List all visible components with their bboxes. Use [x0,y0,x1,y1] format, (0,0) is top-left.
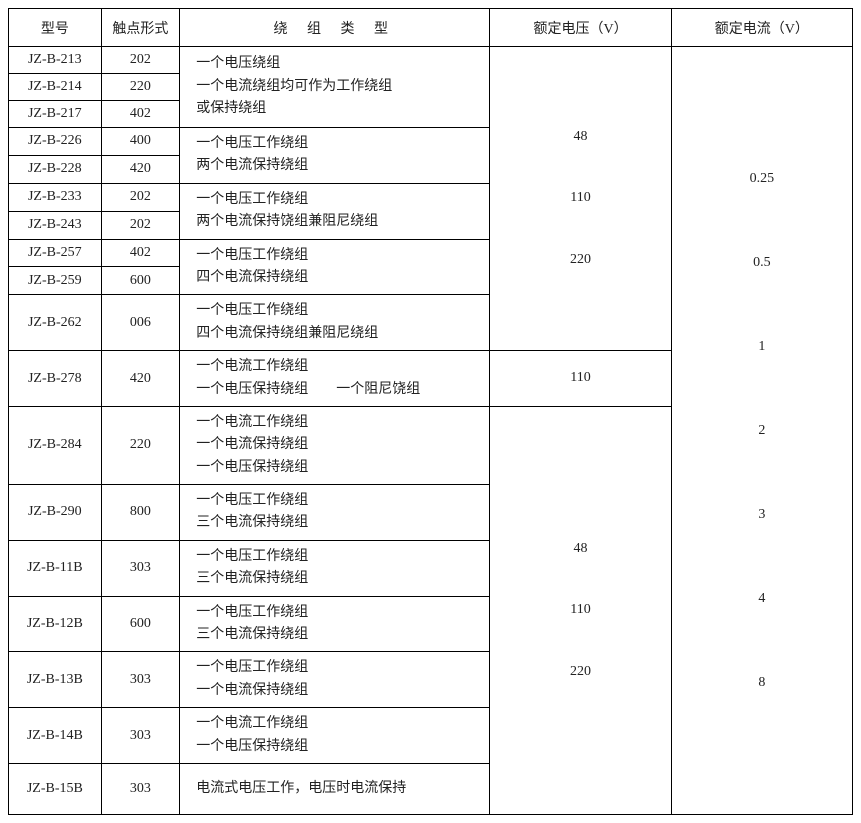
cell-winding: 一个电压工作绕组四个电流保持绕组 [180,239,490,295]
cell-model: JZ-B-233 [9,183,102,211]
spec-table: 型号 触点形式 绕 组 类 型 额定电压（V） 额定电流（V） JZ-B-213… [8,8,853,815]
cell-contact: 220 [101,406,180,484]
table-row: JZ-B-213 202 一个电压绕组一个电流绕组均可作为工作绕组或保持绕组 4… [9,47,853,74]
header-row: 型号 触点形式 绕 组 类 型 额定电压（V） 额定电流（V） [9,9,853,47]
cell-contact: 800 [101,485,180,541]
cell-winding: 一个电流工作绕组一个电流保持绕组一个电压保持绕组 [180,406,490,484]
cell-model: JZ-B-257 [9,239,102,267]
cell-model: JZ-B-243 [9,211,102,239]
header-current: 额定电流（V） [671,9,852,47]
cell-model: JZ-B-213 [9,47,102,74]
cell-contact: 420 [101,351,180,407]
cell-model: JZ-B-278 [9,351,102,407]
cell-contact: 303 [101,652,180,708]
cell-contact: 402 [101,239,180,267]
cell-model: JZ-B-290 [9,485,102,541]
cell-model: JZ-B-262 [9,295,102,351]
cell-contact: 600 [101,596,180,652]
header-voltage: 额定电压（V） [490,9,671,47]
cell-model: JZ-B-259 [9,267,102,295]
cell-contact: 202 [101,183,180,211]
cell-model: JZ-B-12B [9,596,102,652]
cell-contact: 202 [101,211,180,239]
cell-contact: 402 [101,101,180,128]
cell-model: JZ-B-228 [9,155,102,183]
cell-winding: 电流式电压工作，电压时电流保持 [180,763,490,814]
cell-winding: 一个电压工作绕组三个电流保持绕组 [180,596,490,652]
header-contact: 触点形式 [101,9,180,47]
cell-winding: 一个电流工作绕组一个电压保持绕组 一个阻尼饶组 [180,351,490,407]
header-model: 型号 [9,9,102,47]
cell-winding: 一个电压工作绕组两个电流保持饶组兼阻尼绕组 [180,183,490,239]
header-winding: 绕 组 类 型 [180,9,490,47]
cell-model: JZ-B-226 [9,128,102,156]
cell-contact: 600 [101,267,180,295]
cell-contact: 303 [101,540,180,596]
cell-model: JZ-B-217 [9,101,102,128]
cell-winding: 一个电压工作绕组一个电流保持绕组 [180,652,490,708]
cell-contact: 400 [101,128,180,156]
cell-voltage-group1: 48110220 [490,47,671,351]
cell-model: JZ-B-13B [9,652,102,708]
cell-model: JZ-B-14B [9,708,102,764]
cell-winding: 一个电压工作绕组四个电流保持绕组兼阻尼绕组 [180,295,490,351]
cell-winding: 一个电压工作绕组两个电流保持绕组 [180,128,490,184]
cell-winding: 一个电流工作绕组一个电压保持绕组 [180,708,490,764]
cell-contact: 420 [101,155,180,183]
cell-contact: 220 [101,74,180,101]
cell-model: JZ-B-284 [9,406,102,484]
cell-model: JZ-B-11B [9,540,102,596]
cell-contact: 303 [101,763,180,814]
cell-current-all: 0.250.512348 [671,47,852,815]
cell-winding: 一个电压工作绕组三个电流保持绕组 [180,540,490,596]
cell-contact: 006 [101,295,180,351]
cell-winding: 一个电压工作绕组三个电流保持绕组 [180,485,490,541]
cell-model: JZ-B-214 [9,74,102,101]
cell-model: JZ-B-15B [9,763,102,814]
cell-winding: 一个电压绕组一个电流绕组均可作为工作绕组或保持绕组 [180,47,490,128]
cell-voltage-278: 110 [490,351,671,407]
cell-contact: 202 [101,47,180,74]
cell-voltage-group2: 48110220 [490,406,671,814]
cell-contact: 303 [101,708,180,764]
